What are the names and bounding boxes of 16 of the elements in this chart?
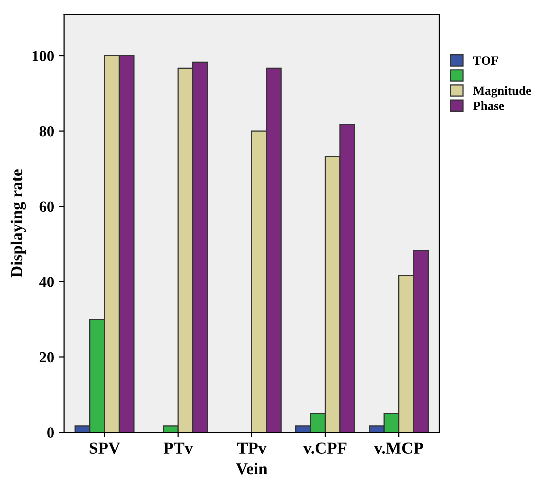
y-tick-label: 40 xyxy=(40,277,54,288)
y-axis-title: Displaying rate xyxy=(10,170,26,278)
legend-label: TOF xyxy=(473,56,498,66)
y-tick-label: 80 xyxy=(40,126,54,137)
y-tick-label: 60 xyxy=(40,202,54,212)
x-tick-label: v.CPF xyxy=(304,442,347,454)
legend-label: Phase xyxy=(473,101,504,110)
x-tick-label: TPv xyxy=(237,442,267,454)
legend-label: Magnitude xyxy=(473,86,532,98)
x-tick-label: PTv xyxy=(164,442,194,454)
y-tick-label: 0 xyxy=(48,428,54,438)
x-tick-label: SPV xyxy=(90,442,120,454)
y-tick-label: 100 xyxy=(32,51,54,62)
x-tick-label: v.MCP xyxy=(374,442,424,454)
y-tick-label: 20 xyxy=(40,352,54,363)
x-axis-title: Vein xyxy=(236,462,268,475)
